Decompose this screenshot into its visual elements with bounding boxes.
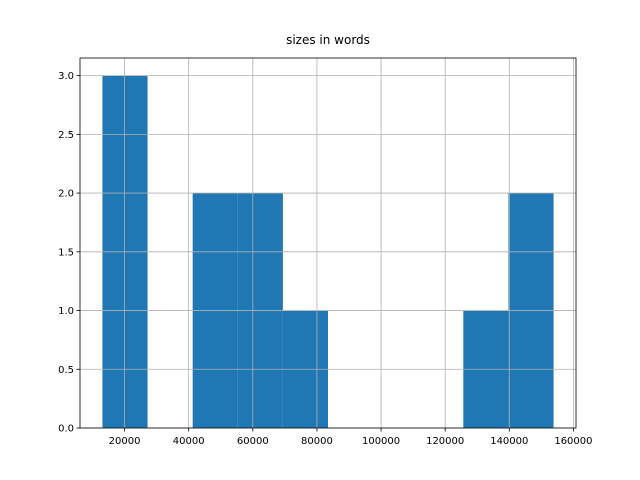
y-tick-label: 2.5 <box>58 130 74 141</box>
x-tick-label: 80000 <box>301 436 333 447</box>
x-tick-label: 140000 <box>490 436 528 447</box>
y-tick-label: 0.5 <box>58 365 74 376</box>
x-tick-label: 20000 <box>109 436 141 447</box>
y-tick-label: 3.0 <box>58 71 74 82</box>
x-tick-label: 160000 <box>554 436 592 447</box>
x-tick-label: 120000 <box>426 436 464 447</box>
x-tick-label: 40000 <box>173 436 205 447</box>
y-tick-label: 2.0 <box>58 189 74 200</box>
chart-title: sizes in words <box>286 33 370 47</box>
x-tick-label: 100000 <box>362 436 400 447</box>
x-tick-label: 60000 <box>237 436 269 447</box>
plot-frame <box>79 57 577 429</box>
y-tick-label: 0.0 <box>58 424 74 435</box>
y-tick-label: 1.5 <box>58 247 74 258</box>
y-tick-label: 1.0 <box>58 306 74 317</box>
